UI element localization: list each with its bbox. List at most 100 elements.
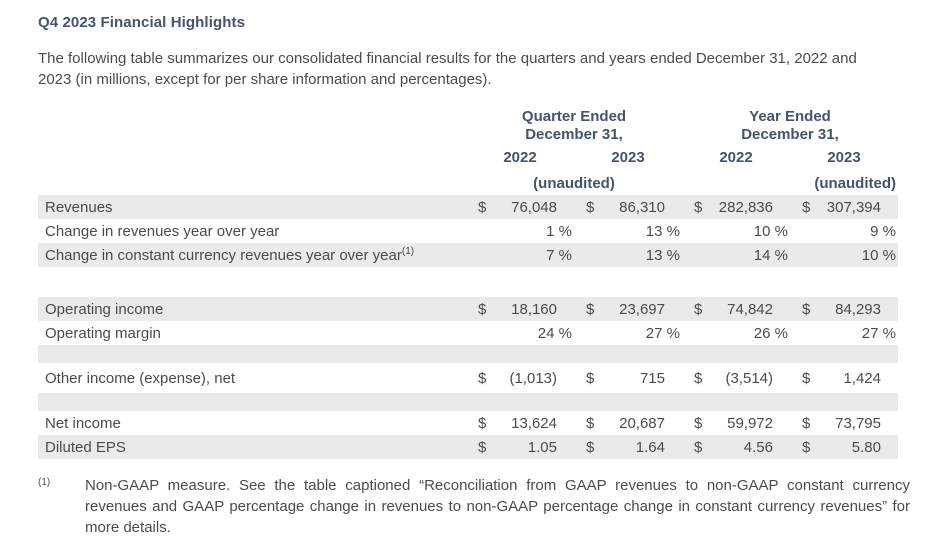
cell-value: 74,842 — [727, 300, 773, 318]
dollar-sign: $ — [802, 438, 811, 456]
currency-cell: $715 — [574, 370, 682, 387]
cell-value: 10 % — [753, 222, 788, 240]
header-label-spacer — [38, 108, 466, 144]
dollar-sign: $ — [694, 300, 703, 318]
footnote-text: Non-GAAP measure. See the table captione… — [85, 477, 910, 536]
cell-value: 13,624 — [511, 414, 557, 432]
dollar-sign: $ — [802, 414, 811, 432]
year-2023-unaudited-label: (unaudited) — [814, 175, 896, 192]
row-label: Other income (expense), net — [45, 369, 236, 387]
dollar-sign: $ — [478, 438, 487, 456]
cell-value: (3,514) — [725, 369, 773, 387]
cell-value: 715 — [639, 369, 665, 387]
table-header-groups: Quarter Ended December 31, Year Ended De… — [38, 108, 898, 144]
table-row: Change in constant currency revenues yea… — [38, 243, 898, 267]
cell-value: 14 % — [753, 246, 788, 264]
dollar-sign: $ — [802, 300, 811, 318]
table-row: Operating income $18,160 $23,697 $74,842 $84… — [38, 297, 898, 321]
header-label-spacer — [38, 175, 466, 192]
footnote-ref: (1) — [401, 245, 415, 257]
table-row: Net income $13,624 $20,687 $59,972 $73,795 — [38, 411, 898, 435]
dollar-sign: $ — [586, 414, 595, 432]
percent-cell: 27 % — [790, 325, 898, 342]
quarter-2023-column-header: 2023 — [611, 149, 645, 166]
cell-value: 1.05 — [527, 438, 557, 456]
dollar-sign: $ — [478, 369, 487, 387]
dollar-sign: $ — [802, 198, 811, 216]
currency-cell: $13,624 — [466, 415, 574, 432]
percent-cell: 13 % — [574, 247, 682, 264]
percent-cell: 26 % — [682, 325, 790, 342]
currency-cell: $ (3,514) — [682, 370, 790, 387]
percent-cell: 10 % — [790, 247, 898, 264]
dollar-sign: $ — [478, 300, 487, 318]
currency-cell: $307,394 — [790, 199, 898, 216]
dollar-sign: $ — [694, 414, 703, 432]
cell-value: 59,972 — [727, 414, 773, 432]
table-row: Other income (expense), net $ (1,013) $715 $… — [38, 363, 898, 393]
quarter-unaudited-label: (unaudited) — [533, 175, 615, 192]
quarter-ended-header: Quarter Ended December 31, — [466, 108, 682, 144]
percent-cell: 10 % — [682, 223, 790, 240]
currency-cell: $ (1,013) — [466, 370, 574, 387]
intro-paragraph: The following table summarizes our conso… — [38, 50, 857, 88]
row-label: Change in constant currency revenues yea… — [45, 245, 415, 264]
page-title: Q4 2023 Financial Highlights — [38, 14, 246, 31]
percent-cell: 13 % — [574, 223, 682, 240]
dollar-sign: $ — [478, 414, 487, 432]
row-label: Net income — [45, 414, 121, 432]
row-label: Operating income — [45, 300, 164, 318]
dollar-sign: $ — [802, 369, 811, 387]
currency-cell: $76,048 — [466, 199, 574, 216]
dollar-sign: $ — [586, 369, 595, 387]
table-row: Change in revenues year over year 1 % 13 %… — [38, 219, 898, 243]
cell-value: 27 % — [645, 324, 680, 342]
spacer-row — [38, 393, 898, 411]
cell-value: 18,160 — [511, 300, 557, 318]
dollar-sign: $ — [586, 300, 595, 318]
dollar-sign: $ — [694, 438, 703, 456]
header-label-spacer — [38, 149, 466, 166]
footnote: (1) Non-GAAP measure. See the table capt… — [38, 475, 947, 538]
currency-cell: $4.56 — [682, 439, 790, 456]
cell-value: 76,048 — [511, 198, 557, 216]
year-2022-column-header: 2022 — [719, 149, 753, 166]
footnote-marker: (1) — [38, 477, 51, 488]
currency-cell: $1.64 — [574, 439, 682, 456]
cell-value: 86,310 — [619, 198, 665, 216]
cell-value: 1,424 — [843, 369, 881, 387]
cell-value: 5.80 — [851, 438, 881, 456]
row-label: Diluted EPS — [45, 438, 126, 456]
currency-cell: $59,972 — [682, 415, 790, 432]
cell-value: 4.56 — [743, 438, 773, 456]
year-2022-unaudited-spacer — [682, 175, 790, 192]
percent-cell: 14 % — [682, 247, 790, 264]
cell-value: 13 % — [645, 222, 680, 240]
table-header-years: 2022 2023 2022 2023 — [38, 149, 898, 166]
spacer-row — [38, 345, 898, 363]
currency-cell: $74,842 — [682, 301, 790, 318]
year-ended-line1: Year Ended — [749, 108, 831, 125]
table-row: Diluted EPS $1.05 $1.64 $4.56 $5.80 — [38, 435, 898, 459]
cell-value: 84,293 — [835, 300, 881, 318]
quarter-ended-line1: Quarter Ended — [521, 108, 627, 125]
cell-value: 20,687 — [619, 414, 665, 432]
cell-value: 1.64 — [635, 438, 665, 456]
cell-value: 13 % — [645, 246, 680, 264]
cell-value: (1,013) — [509, 369, 557, 387]
cell-value: 1 % — [546, 222, 572, 240]
cell-value: 7 % — [546, 246, 572, 264]
cell-value: 307,394 — [826, 198, 881, 216]
table-row: Revenues $76,048 $86,310 $282,836 $307,394 — [38, 195, 898, 219]
currency-cell: $1.05 — [466, 439, 574, 456]
cell-value: 73,795 — [835, 414, 881, 432]
cell-value: 23,697 — [619, 300, 665, 318]
table-row: Operating margin 24 % 27 % 26 % 27 % — [38, 321, 898, 345]
cell-value: 9 % — [870, 222, 896, 240]
year-2023-column-header: 2023 — [827, 149, 861, 166]
dollar-sign: $ — [586, 198, 595, 216]
dollar-sign: $ — [694, 369, 703, 387]
year-ended-line2: December 31, — [741, 126, 839, 143]
percent-cell: 9 % — [790, 223, 898, 240]
